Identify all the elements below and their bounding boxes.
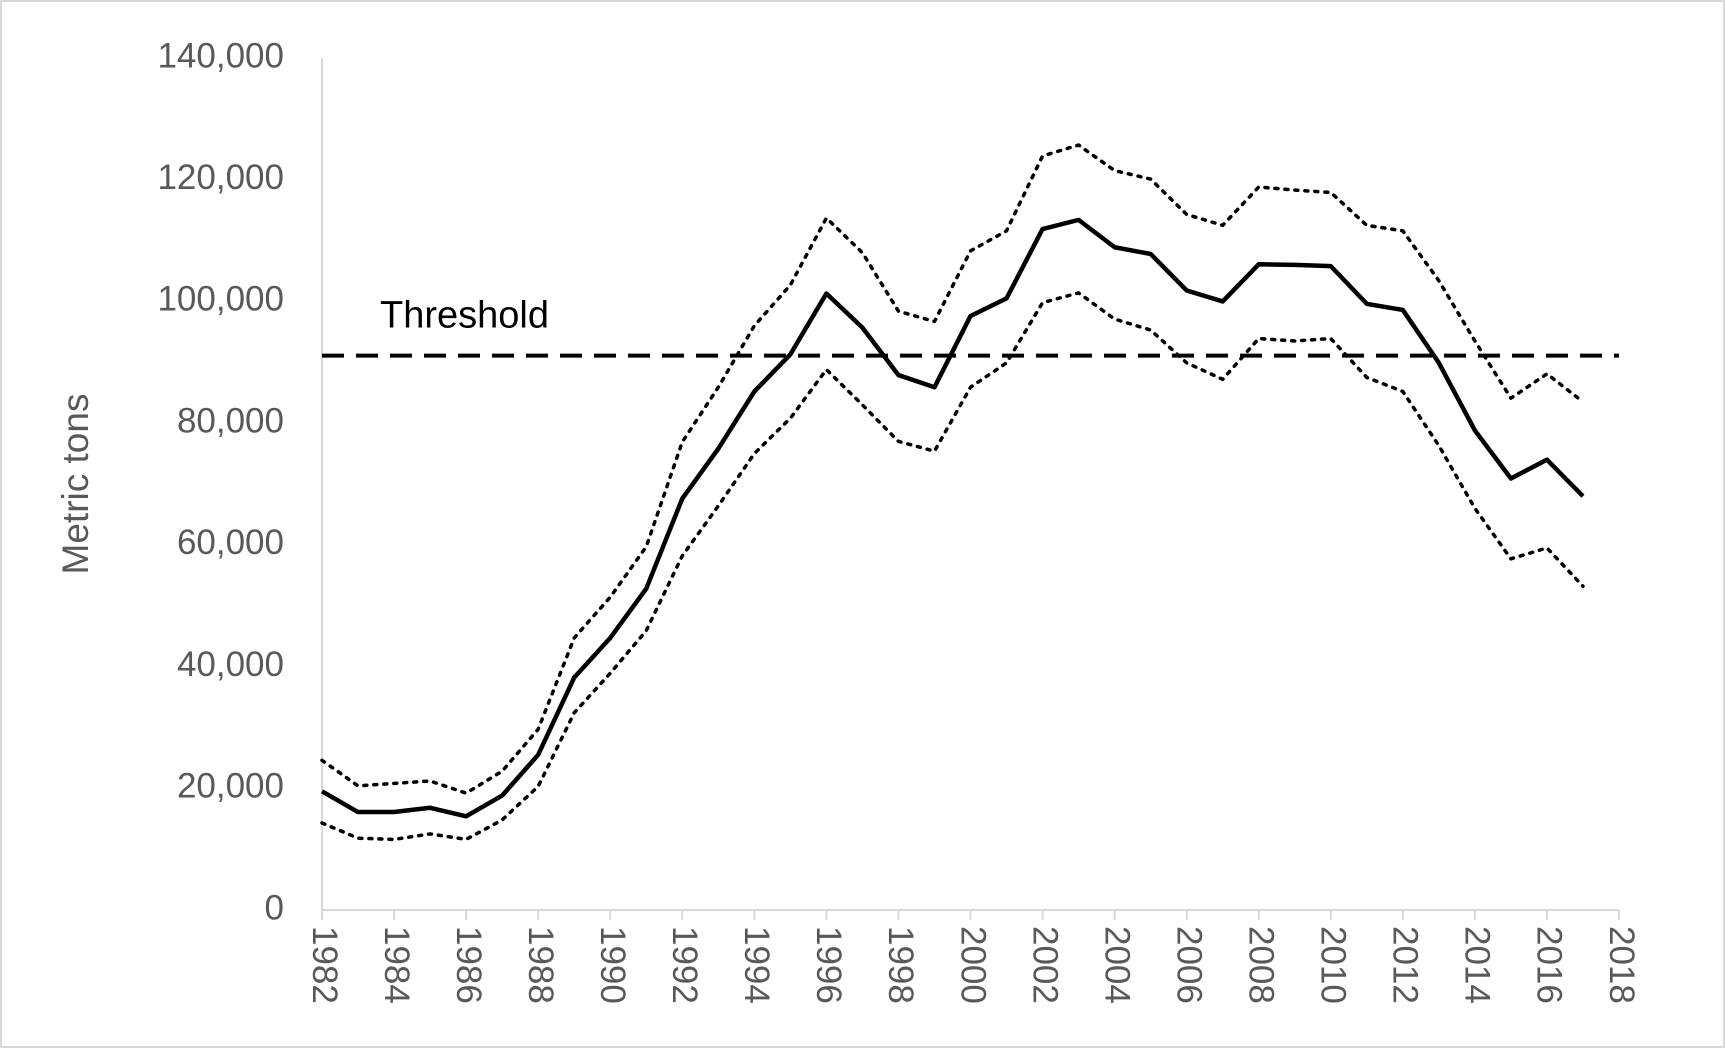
x-tick-label: 1994 <box>737 926 776 1004</box>
y-axis-title: Metric tons <box>55 394 96 575</box>
x-tick-label: 2000 <box>953 926 992 1004</box>
x-tick-label: 1998 <box>881 926 920 1004</box>
x-tick-label: 1982 <box>305 926 344 1004</box>
data-line <box>320 217 1585 819</box>
x-tick-label: 2004 <box>1097 926 1136 1004</box>
y-tick-label: 0 <box>265 888 284 927</box>
x-tick-label: 1986 <box>449 926 488 1004</box>
x-tick-label: 1990 <box>593 926 632 1004</box>
x-tick-label: 2006 <box>1169 926 1208 1004</box>
x-tick-label: 2008 <box>1241 926 1280 1004</box>
y-tick-label: 120,000 <box>157 158 284 197</box>
threshold-label: Threshold <box>380 295 549 337</box>
x-tick-label: 1992 <box>665 926 704 1004</box>
data-line <box>320 143 1585 795</box>
x-tick-label: 2010 <box>1314 926 1353 1004</box>
x-tick-label: 2012 <box>1386 926 1425 1004</box>
y-tick-label: 80,000 <box>177 401 284 440</box>
x-tick-label: 2018 <box>1602 926 1641 1004</box>
x-tick-label: 2016 <box>1530 926 1569 1004</box>
y-tick-label: 140,000 <box>157 36 284 75</box>
y-tick-label: 60,000 <box>177 523 284 562</box>
x-tick-label: 1988 <box>521 926 560 1004</box>
data-line <box>320 291 1585 842</box>
x-tick-label: 2002 <box>1025 926 1064 1004</box>
y-tick-label: 20,000 <box>177 767 284 806</box>
x-tick-label: 1984 <box>377 926 416 1004</box>
x-tick-label: 2014 <box>1458 926 1497 1004</box>
y-tick-label: 100,000 <box>157 280 284 319</box>
x-tick-label: 1996 <box>809 926 848 1004</box>
y-tick-label: 40,000 <box>177 645 284 684</box>
